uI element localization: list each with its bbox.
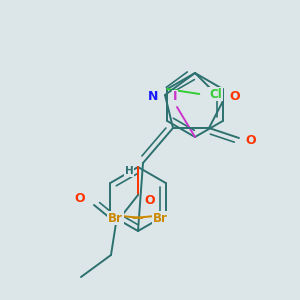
Text: Br: Br <box>153 212 168 224</box>
Text: N: N <box>148 91 158 103</box>
Text: O: O <box>230 91 240 103</box>
Text: O: O <box>246 134 256 146</box>
Text: O: O <box>145 194 155 208</box>
Text: Br: Br <box>108 212 123 224</box>
Text: Cl: Cl <box>209 88 222 100</box>
Text: H: H <box>124 166 134 176</box>
Text: O: O <box>75 193 85 206</box>
Text: I: I <box>173 91 177 103</box>
